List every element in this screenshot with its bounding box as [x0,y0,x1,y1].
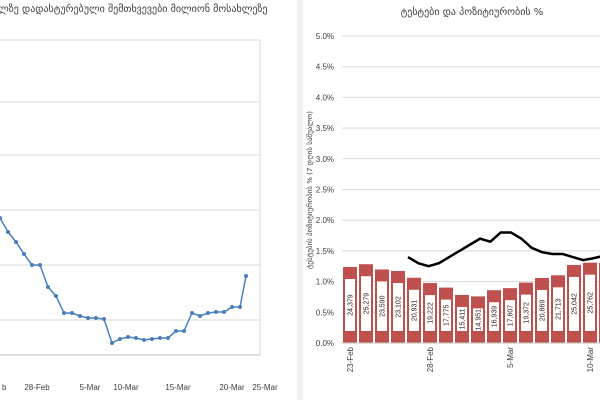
left-x-tick-label: 20-Mar [219,383,245,392]
right-bar-label-box [585,274,595,331]
left-data-point [0,216,2,220]
right-bar-label-box [345,279,355,331]
left-data-point [166,336,170,340]
left-data-point [222,310,226,314]
right-y-tick-label: 2.0% [316,216,334,225]
left-chart-panel: ნძილზე დადასტურებული შემთხვევები მილიონ … [0,0,296,400]
left-x-tick-label-partial: b [2,383,7,392]
left-data-point [118,337,122,341]
left-data-point [214,310,218,314]
right-bar-value-label: 16,939 [492,306,499,328]
panel-divider [297,0,303,400]
left-data-point [78,314,82,318]
right-bar-label-box [505,300,515,331]
left-data-point [6,230,10,234]
left-series-line [0,217,247,345]
left-data-point [150,337,154,341]
left-data-point [38,263,42,267]
left-data-point [206,311,210,315]
left-data-point [198,314,202,318]
right-bar-label-box [553,287,563,331]
left-data-point [182,329,186,333]
right-x-tick-label: 28-Feb [426,346,435,372]
right-y-tick-label: 1.0% [316,278,334,287]
right-x-tick-label: 23-Feb [346,346,355,372]
right-x-tick-label: 5-Mar [506,347,515,368]
left-x-tick-label: 5-Mar [80,383,101,392]
right-bar-label-box [361,276,371,331]
left-line-chart: 28-Feb 5-Mar 10-Mar 15-Mar 20-Mar 25-Mar b [0,39,278,392]
right-bar-label-box [377,281,387,331]
right-bar-line-chart: 0.0% 0.5% 1.0% 1.5% 2.0% 2.5% 3.0% 3.5% 4.0% 4.5%… [305,32,600,373]
left-data-point [126,335,130,339]
left-data-point [14,240,18,244]
right-y-tick-label: 3.5% [316,124,334,133]
left-chart-title: ნძილზე დადასტურებული შემთხვევები მილიონ … [0,4,268,15]
right-bar-label-box [473,308,483,331]
right-bar-value-label: 23,590 [380,295,387,317]
right-bar-value-label: 17,775 [444,304,451,326]
right-bar-label-box [489,302,499,331]
left-data-point [22,252,26,256]
right-y-tick-label: 0.5% [316,308,334,317]
left-data-point [30,263,34,267]
left-data-point [174,329,178,333]
right-bar-value-label: 25,042 [572,293,579,315]
right-bar-value-label: 15,411 [460,308,467,329]
left-data-point [86,316,90,320]
left-data-point [158,336,162,340]
left-data-point [94,316,98,320]
right-y-tick-label: 4.0% [316,93,334,102]
left-x-tick-label: 25-Mar [252,383,278,392]
left-data-point [110,341,114,345]
left-data-point [54,294,58,298]
right-chart-panel: ტესტები და პოზიტიურობის % 0.0% 0.5% 1.0% 1.… [304,0,600,400]
right-bar-label-box [409,289,419,331]
right-bar-value-label: 17,607 [508,305,515,327]
right-bar-value-label: 23,102 [396,296,403,318]
right-bar-label-box [441,299,451,331]
left-data-point [102,317,106,321]
right-bar-value-label: 14,951 [476,309,483,331]
left-data-point [46,285,50,289]
right-bar-label-box [569,276,579,331]
right-y-tick-label: 2.5% [316,186,334,195]
right-bar-label-box [393,282,403,331]
left-data-point [230,305,234,309]
right-y-tick-label: 5.0% [316,32,334,41]
right-bar-label-box [521,294,531,331]
left-data-point [134,336,138,340]
right-bar-value-label: 25,279 [364,293,371,315]
right-bar-value-label: 20,869 [540,300,547,322]
left-data-point [238,305,242,309]
right-positivity-line [407,231,600,268]
right-y-axis-label: ტესტების პოზიტიურობის % (7 დღის საშუალო) [305,111,314,269]
right-x-tick-label: 10-Mar [586,347,595,373]
right-y-tick-label: 4.5% [316,63,334,72]
right-y-tick-label: 0.0% [316,339,334,348]
right-bar-label-box [537,289,547,331]
right-bar-value-label: 24,379 [348,294,355,316]
right-y-tick-label: 3.0% [316,155,334,164]
right-chart-title: ტესტები და პოზიტიურობის % [400,7,544,18]
right-bar-value-label: 20,931 [412,300,419,322]
right-bar-value-label: 25,762 [588,292,595,314]
right-bar-value-label: 21,713 [556,298,563,320]
left-x-tick-label: 15-Mar [165,383,191,392]
right-y-tick-label: 1.5% [316,247,334,256]
left-data-point [62,311,66,315]
right-bar-label-box [457,306,467,331]
left-data-point [142,338,146,342]
left-x-tick-label: 28-Feb [24,383,50,392]
right-bar-label-box [425,295,435,331]
left-data-point [244,274,248,278]
left-x-tick-label: 10-Mar [113,383,139,392]
left-data-point [190,311,194,315]
right-bar-value-label: 19,222 [428,302,435,324]
left-data-point [70,311,74,315]
right-bar-value-label: 19,372 [524,302,531,324]
